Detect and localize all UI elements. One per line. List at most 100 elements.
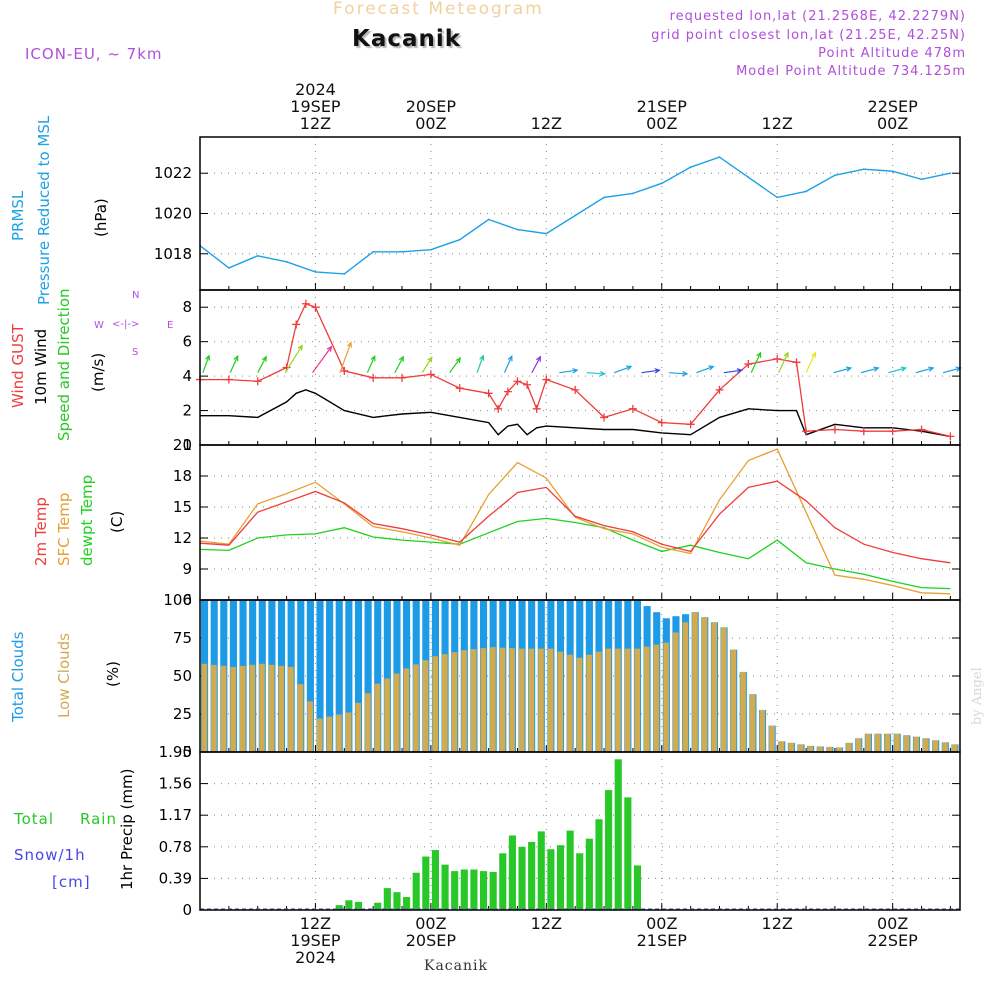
low-cloud-bar	[894, 733, 900, 752]
temperature-ytick-label: 6	[182, 591, 192, 609]
low-cloud-bar	[239, 665, 246, 752]
top-time-label: 2024	[295, 80, 336, 99]
compass-east: E	[167, 320, 174, 331]
low-cloud-bar	[268, 664, 275, 752]
low-cloud-bar	[278, 665, 285, 752]
pressure-point	[545, 232, 548, 235]
clouds-ytick-label: 25	[173, 705, 192, 723]
wind-direction-arrowhead	[398, 355, 404, 362]
low-cloud-bar	[490, 647, 496, 752]
location-title: Kacanik	[352, 26, 462, 52]
low-cloud-bar	[345, 712, 352, 752]
model-point-altitude: Model Point Altitude 734.125m	[736, 64, 966, 79]
low-cloud-bar	[432, 656, 439, 752]
rain-bar	[470, 869, 478, 910]
pressure-point	[660, 182, 663, 185]
temperature-ytick-label: 12	[173, 529, 192, 547]
low-cloud-bar	[355, 702, 362, 752]
compass-arrows: <-|->	[112, 319, 140, 330]
wind-ytick-label: 0	[182, 436, 192, 454]
rain-bar	[374, 902, 382, 910]
rain-bar	[605, 790, 613, 910]
pressure-point	[805, 190, 807, 193]
low-cloud-bar	[211, 664, 217, 752]
wind-direction-arrow	[257, 356, 267, 373]
pressure-point	[949, 172, 952, 175]
wind-10m-line	[200, 389, 951, 438]
compass-south: S	[132, 347, 139, 358]
pressure-point	[834, 174, 836, 177]
rain-bar	[479, 871, 488, 910]
pressure-point	[343, 272, 346, 275]
top-time-label: 00Z	[646, 114, 677, 133]
wind-gust-marker	[600, 413, 609, 422]
pressure-point	[458, 238, 461, 241]
wind-gust-marker	[792, 358, 801, 367]
wind-direction-arrow	[860, 367, 879, 374]
wind-gust-marker	[571, 385, 580, 394]
pressure-panel-frame	[199, 136, 961, 291]
pressure-point	[862, 168, 865, 171]
temperature-ytick-label: 21	[173, 436, 192, 454]
wind-gust-marker	[311, 303, 320, 312]
wind-gust-marker	[301, 299, 310, 308]
low-cloud-bar	[836, 747, 843, 752]
low-cloud-bar	[942, 742, 948, 752]
wind-gust-line	[200, 302, 951, 438]
pressure-point	[429, 248, 432, 251]
rain-bar	[422, 856, 430, 910]
clouds-ytick-label: 100	[163, 591, 192, 609]
wind-direction-arrowhead	[346, 341, 353, 348]
total-cloud-bar	[383, 600, 391, 752]
wind-direction-arrowhead	[811, 351, 817, 358]
wind-direction-arrow	[312, 346, 332, 374]
wind-direction-arrow	[366, 355, 376, 373]
low-cloud-bar	[817, 746, 823, 752]
total-cloud-bar	[354, 600, 363, 752]
bottom-time-label: 20SEP	[406, 931, 457, 950]
wind-gust-marker	[503, 387, 512, 396]
wind-direction-arrowhead	[756, 351, 762, 358]
wind-compass: N W <-|-> E S	[92, 290, 173, 360]
wind-direction-arrow	[559, 369, 578, 374]
wind-gust-marker	[398, 373, 407, 382]
wind-direction-arrow	[915, 367, 934, 374]
rain-bar	[633, 865, 642, 910]
bottom-time-label: 12Z	[531, 914, 562, 933]
low-cloud-bar	[846, 742, 852, 752]
pressure-point	[516, 228, 519, 231]
top-time-label: 12Z	[300, 114, 331, 133]
wind-direction-arrow	[833, 367, 852, 374]
compass-north: N	[132, 290, 140, 301]
bottom-time-label: 21SEP	[637, 931, 688, 950]
wind-gust-marker	[494, 404, 503, 413]
footer-location: Kacanik	[424, 958, 488, 974]
temperature-ytick-label: 9	[182, 560, 192, 578]
wind-gust-marker	[369, 373, 378, 382]
low-cloud-bar	[778, 741, 785, 752]
total-cloud-bar	[316, 600, 324, 752]
2m-temp-line	[199, 480, 951, 564]
clouds-ytick-label: 0	[182, 743, 192, 761]
low-cloud-bar	[326, 716, 333, 752]
wind-direction-arrow	[696, 365, 714, 374]
wind-direction-arrow	[531, 356, 541, 373]
low-cloud-bar	[788, 742, 794, 752]
precip-legend-total: Total	[14, 810, 55, 828]
total-cloud-bar	[297, 600, 305, 752]
rain-bar	[566, 830, 574, 910]
low-cloud-bar	[720, 627, 727, 752]
wind-gust-marker	[523, 380, 532, 389]
rain-bar	[345, 900, 353, 910]
wind-direction-arrow	[668, 372, 687, 375]
low-cloud-bar	[374, 683, 381, 752]
precip-ytick-label: 1.56	[159, 775, 192, 793]
temperature-ytick-label: 18	[173, 467, 192, 485]
wind-ytick-label: 8	[182, 298, 192, 316]
precip-legend-rain: Rain	[80, 810, 117, 828]
requested-coordinates: requested lon,lat (21.2568E, 42.2279N)	[669, 9, 966, 24]
low-cloud-bar	[384, 678, 390, 752]
clouds-ytick-label: 50	[173, 667, 192, 685]
pressure-point	[891, 170, 894, 173]
low-cloud-bar	[740, 671, 746, 752]
